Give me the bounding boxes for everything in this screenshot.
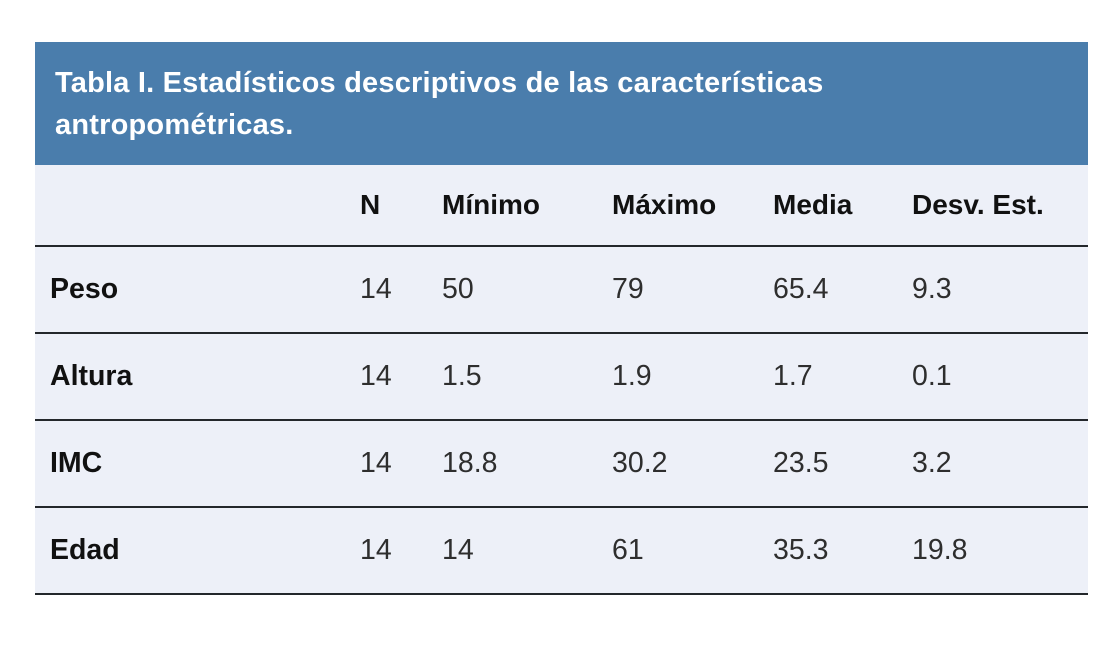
table-title: Tabla I. Estadísticos descriptivos de la… bbox=[55, 66, 824, 141]
cell-value: 19.8 bbox=[912, 534, 968, 566]
cell-value: 14 bbox=[360, 273, 392, 305]
row-label: Edad bbox=[50, 534, 120, 566]
cell-value: 14 bbox=[360, 534, 392, 566]
cell-value: 35.3 bbox=[773, 534, 829, 566]
table-row-imc: IMC 14 18.8 30.2 23.5 3.2 bbox=[35, 421, 1088, 508]
column-header-n: N bbox=[360, 189, 381, 220]
cell-value: 1.5 bbox=[442, 360, 482, 392]
row-label: Peso bbox=[50, 273, 119, 305]
row-label: IMC bbox=[50, 447, 103, 479]
table-row-altura: Altura 14 1.5 1.9 1.7 0.1 bbox=[35, 334, 1088, 421]
cell-value: 14 bbox=[360, 447, 392, 479]
statistics-table: Tabla I. Estadísticos descriptivos de la… bbox=[35, 42, 1088, 595]
cell-value: 14 bbox=[442, 534, 474, 566]
table-title-band: Tabla I. Estadísticos descriptivos de la… bbox=[35, 42, 1088, 165]
cell-value: 9.3 bbox=[912, 273, 952, 305]
column-header-media: Media bbox=[773, 189, 853, 220]
column-header-maximo: Máximo bbox=[612, 189, 717, 220]
cell-value: 14 bbox=[360, 360, 392, 392]
column-header-minimo: Mínimo bbox=[442, 189, 540, 220]
cell-value: 23.5 bbox=[773, 447, 829, 479]
cell-value: 65.4 bbox=[773, 273, 829, 305]
row-label: Altura bbox=[50, 360, 133, 392]
cell-value: 3.2 bbox=[912, 447, 952, 479]
cell-value: 1.9 bbox=[612, 360, 652, 392]
column-header-desv-est: Desv. Est. bbox=[912, 189, 1044, 220]
cell-value: 61 bbox=[612, 534, 644, 566]
cell-value: 50 bbox=[442, 273, 474, 305]
cell-value: 79 bbox=[612, 273, 644, 305]
cell-value: 30.2 bbox=[612, 447, 668, 479]
cell-value: 1.7 bbox=[773, 360, 813, 392]
table-header-row: N Mínimo Máximo Media Desv. Est. bbox=[35, 165, 1088, 247]
table-row-edad: Edad 14 14 61 35.3 19.8 bbox=[35, 508, 1088, 595]
cell-value: 18.8 bbox=[442, 447, 498, 479]
table-row-peso: Peso 14 50 79 65.4 9.3 bbox=[35, 247, 1088, 334]
cell-value: 0.1 bbox=[912, 360, 952, 392]
